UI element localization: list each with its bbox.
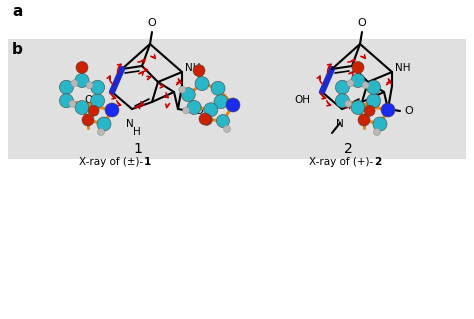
Circle shape	[358, 114, 370, 126]
Circle shape	[211, 81, 225, 95]
Circle shape	[187, 100, 201, 115]
Circle shape	[59, 80, 73, 94]
Circle shape	[352, 62, 364, 73]
Circle shape	[71, 80, 78, 87]
Text: OH: OH	[294, 95, 310, 105]
Text: X-ray of (±)-: X-ray of (±)-	[79, 157, 143, 167]
Circle shape	[381, 103, 395, 117]
Circle shape	[374, 129, 381, 136]
Text: NH: NH	[185, 63, 201, 73]
Circle shape	[217, 115, 229, 128]
Circle shape	[362, 82, 369, 89]
Text: a: a	[12, 4, 22, 19]
Circle shape	[366, 94, 381, 108]
Circle shape	[69, 100, 76, 107]
Text: N: N	[336, 119, 344, 129]
Circle shape	[347, 80, 354, 87]
Circle shape	[181, 88, 195, 102]
Circle shape	[373, 117, 387, 131]
Text: 2: 2	[344, 142, 352, 156]
Circle shape	[97, 117, 111, 131]
Text: O: O	[147, 18, 156, 28]
Text: OH: OH	[84, 95, 100, 105]
Circle shape	[98, 129, 104, 136]
Circle shape	[336, 80, 349, 94]
Circle shape	[366, 80, 381, 94]
Circle shape	[193, 65, 205, 77]
Circle shape	[75, 100, 89, 115]
Circle shape	[351, 100, 365, 115]
Circle shape	[199, 113, 211, 125]
Circle shape	[364, 105, 375, 116]
Circle shape	[201, 114, 212, 125]
Circle shape	[195, 77, 209, 91]
Circle shape	[351, 73, 365, 87]
Circle shape	[105, 103, 119, 117]
Circle shape	[86, 82, 93, 89]
Text: X-ray of (+)-: X-ray of (+)-	[309, 157, 373, 167]
Circle shape	[224, 125, 230, 132]
Circle shape	[76, 62, 88, 73]
Text: O: O	[357, 18, 366, 28]
Bar	[8, 39, 466, 159]
Circle shape	[214, 95, 228, 109]
Text: N: N	[126, 119, 134, 129]
Circle shape	[75, 73, 89, 87]
Circle shape	[82, 114, 94, 126]
Circle shape	[182, 107, 190, 114]
Circle shape	[59, 94, 73, 108]
Circle shape	[336, 94, 349, 108]
Circle shape	[226, 98, 240, 112]
Text: 1: 1	[144, 157, 151, 167]
Circle shape	[179, 86, 186, 93]
Text: NH: NH	[395, 63, 410, 73]
Text: O: O	[194, 106, 203, 116]
Text: b: b	[12, 42, 23, 57]
Text: 1: 1	[134, 142, 143, 156]
Text: O: O	[404, 106, 413, 116]
Circle shape	[91, 80, 105, 94]
Text: 2: 2	[374, 157, 381, 167]
Text: H: H	[133, 127, 141, 137]
Circle shape	[88, 105, 99, 116]
Circle shape	[204, 103, 218, 117]
Circle shape	[91, 94, 105, 108]
Circle shape	[345, 100, 352, 107]
